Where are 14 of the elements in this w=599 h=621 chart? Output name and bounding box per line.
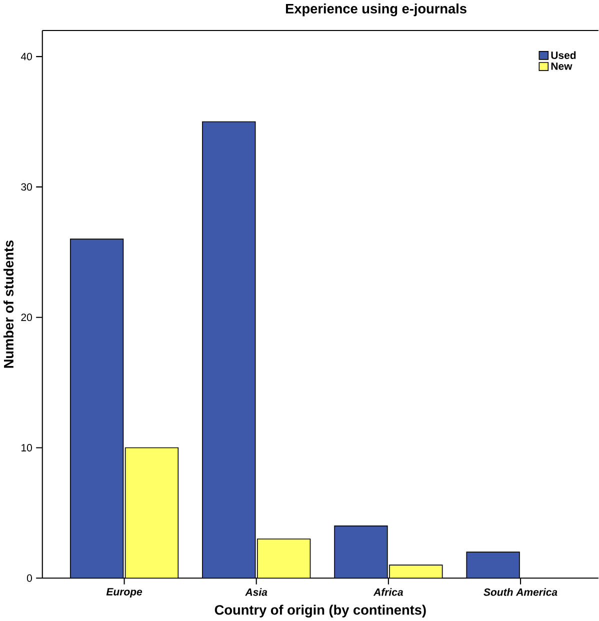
- x-tick-label: Europe: [106, 588, 142, 598]
- x-tick-label: Africa: [373, 588, 404, 596]
- chart-title: Experience using e-journals: [286, 3, 466, 16]
- y-axis-title: Number of students: [4, 240, 14, 368]
- y-tick-label: 10: [22, 444, 32, 452]
- y-tick-label: 40: [20, 52, 32, 60]
- legend-label: New: [551, 62, 572, 70]
- y-tick-label: 20: [21, 314, 32, 322]
- x-axis-title: Country of origin (by continents): [214, 604, 426, 618]
- y-tick-label: 30: [21, 183, 32, 191]
- y-tick-label: 0: [26, 574, 32, 582]
- x-tick-label: Asia: [245, 588, 268, 596]
- x-tick-label: South America: [484, 588, 558, 596]
- legend-label: Used: [551, 51, 576, 60]
